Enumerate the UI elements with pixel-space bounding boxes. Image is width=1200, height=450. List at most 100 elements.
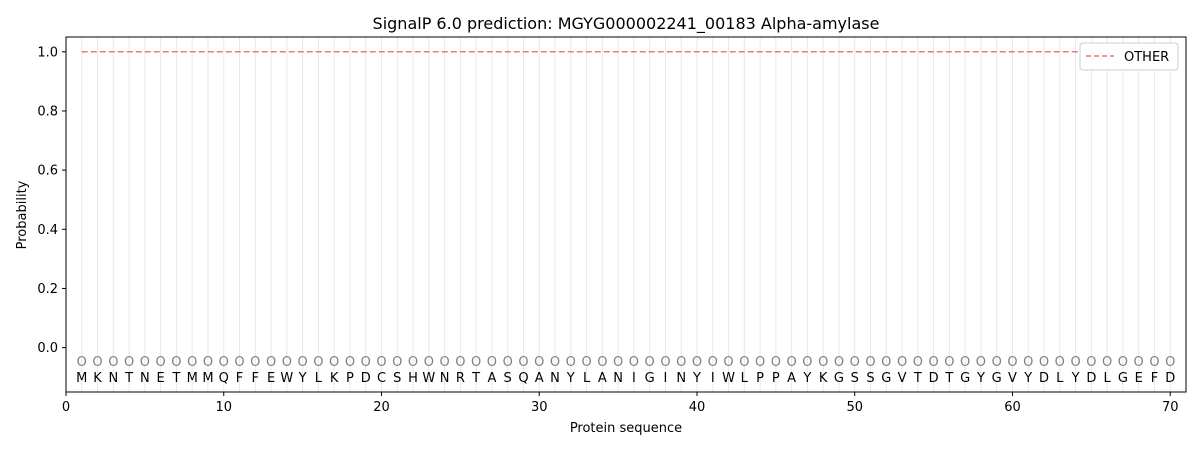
residue-label: T bbox=[171, 371, 180, 386]
residue-label: G bbox=[992, 371, 1002, 386]
state-label: O bbox=[156, 355, 166, 370]
residue-label: T bbox=[913, 371, 922, 386]
residue-label: P bbox=[756, 371, 764, 386]
state-label: O bbox=[597, 355, 607, 370]
y-tick-label: 0.8 bbox=[37, 104, 58, 119]
residue-label: C bbox=[377, 371, 386, 386]
state-label: O bbox=[581, 355, 591, 370]
residue-label: A bbox=[535, 371, 544, 386]
residue-label: G bbox=[881, 371, 891, 386]
state-label: O bbox=[944, 355, 954, 370]
state-label: O bbox=[77, 355, 87, 370]
state-label: O bbox=[455, 355, 465, 370]
state-label: O bbox=[376, 355, 386, 370]
y-tick-label: 0.4 bbox=[37, 223, 58, 238]
state-label: O bbox=[171, 355, 181, 370]
residue-label: Y bbox=[976, 371, 985, 386]
x-axis-title: Protein sequence bbox=[570, 421, 682, 436]
state-label: O bbox=[140, 355, 150, 370]
chart-title: SignalP 6.0 prediction: MGYG000002241_00… bbox=[373, 14, 880, 34]
state-label: O bbox=[1102, 355, 1112, 370]
residue-label: D bbox=[1039, 371, 1049, 386]
residue-label: V bbox=[898, 371, 907, 386]
residue-label: G bbox=[960, 371, 970, 386]
x-tick-label: 50 bbox=[846, 400, 863, 415]
y-tick-label: 0.6 bbox=[37, 164, 58, 179]
state-label: O bbox=[313, 355, 323, 370]
state-label: O bbox=[566, 355, 576, 370]
state-label: O bbox=[850, 355, 860, 370]
residue-label: L bbox=[583, 371, 591, 386]
residue-label: W bbox=[280, 371, 293, 386]
state-label: O bbox=[203, 355, 213, 370]
state-label: O bbox=[92, 355, 102, 370]
plot-frame bbox=[65, 36, 1187, 393]
residue-label: S bbox=[504, 371, 512, 386]
residue-label: K bbox=[93, 371, 102, 386]
state-label: O bbox=[424, 355, 434, 370]
state-label: O bbox=[802, 355, 812, 370]
state-label: O bbox=[976, 355, 986, 370]
state-label: O bbox=[692, 355, 702, 370]
residue-label: A bbox=[787, 371, 796, 386]
state-label: O bbox=[913, 355, 923, 370]
state-label: O bbox=[755, 355, 765, 370]
state-label: O bbox=[613, 355, 623, 370]
state-label: O bbox=[818, 355, 828, 370]
x-tick-label: 10 bbox=[215, 400, 232, 415]
residue-label: E bbox=[1135, 371, 1143, 386]
state-label: O bbox=[439, 355, 449, 370]
residue-label: F bbox=[252, 371, 259, 386]
residue-grid bbox=[81, 37, 1171, 392]
y-tick-label: 0.2 bbox=[37, 282, 58, 297]
residue-label: L bbox=[1056, 371, 1064, 386]
residue-label: P bbox=[346, 371, 354, 386]
state-label: O bbox=[471, 355, 481, 370]
state-label: O bbox=[771, 355, 781, 370]
x-axis: 0 10 20 30 40 50 60 70 bbox=[62, 392, 1178, 415]
state-label: O bbox=[1055, 355, 1065, 370]
residue-label: T bbox=[124, 371, 133, 386]
y-axis-title: Probability bbox=[15, 180, 30, 249]
residue-label: Y bbox=[1023, 371, 1032, 386]
state-label: O bbox=[550, 355, 560, 370]
state-label: O bbox=[487, 355, 497, 370]
state-label: O bbox=[250, 355, 260, 370]
residue-label: E bbox=[157, 371, 165, 386]
residue-label: N bbox=[613, 371, 623, 386]
residue-label: D bbox=[1165, 371, 1175, 386]
residue-label: E bbox=[267, 371, 275, 386]
residue-label: Y bbox=[566, 371, 575, 386]
residue-label: S bbox=[851, 371, 859, 386]
residue-label: N bbox=[676, 371, 686, 386]
state-label: O bbox=[865, 355, 875, 370]
residue-label: A bbox=[598, 371, 607, 386]
residue-label: T bbox=[944, 371, 953, 386]
x-tick-label: 40 bbox=[689, 400, 706, 415]
state-label: O bbox=[1086, 355, 1096, 370]
state-label: O bbox=[723, 355, 733, 370]
residue-label: I bbox=[632, 371, 636, 386]
y-tick-label: 0.0 bbox=[37, 341, 58, 356]
residue-label: M bbox=[187, 371, 198, 386]
state-label: O bbox=[787, 355, 797, 370]
state-label: O bbox=[298, 355, 308, 370]
legend-label-other: OTHER bbox=[1124, 50, 1169, 65]
state-label: O bbox=[329, 355, 339, 370]
state-label: O bbox=[992, 355, 1002, 370]
residue-label: I bbox=[711, 371, 715, 386]
state-label: O bbox=[1070, 355, 1080, 370]
state-label: O bbox=[361, 355, 371, 370]
state-label: O bbox=[219, 355, 229, 370]
state-label: O bbox=[1118, 355, 1128, 370]
state-label: O bbox=[518, 355, 528, 370]
state-label: O bbox=[1007, 355, 1017, 370]
legend: OTHER bbox=[1079, 42, 1179, 71]
residue-label: Q bbox=[518, 371, 528, 386]
legend-box bbox=[1079, 42, 1179, 71]
state-label: O bbox=[534, 355, 544, 370]
residue-label: Y bbox=[298, 371, 307, 386]
state-label: O bbox=[124, 355, 134, 370]
